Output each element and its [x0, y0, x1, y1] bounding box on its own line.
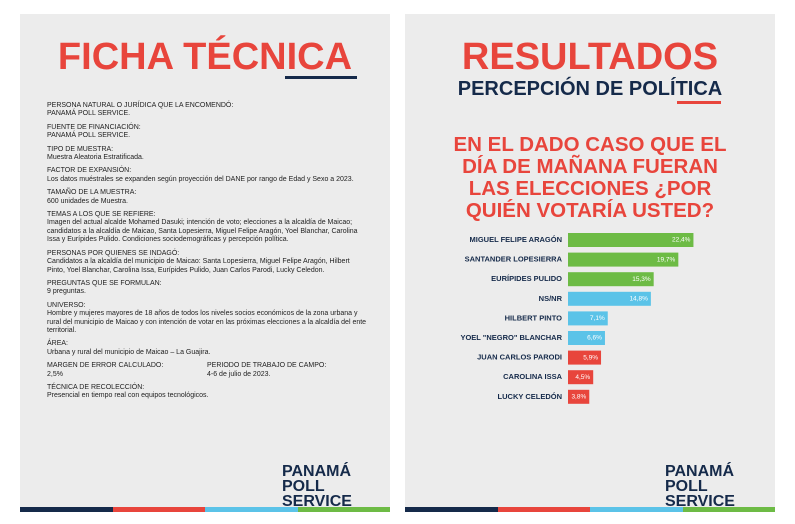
item-text: Los datos muéstrales se expanden según p…	[47, 175, 354, 183]
ficha-item: PERSONA NATURAL O JURÍDICA QUE LA ENCOME…	[47, 102, 367, 119]
ficha-group: TIPO DE MUESTRA: Muestra Aleatoria Estrat…	[47, 146, 367, 163]
ficha-item: FUENTE DE FINANCIACIÓN: PANAMÁ POLL SERVI…	[47, 124, 367, 141]
item-text: Candidatos a la alcaldía del municipio d…	[47, 258, 350, 274]
item-label: MARGEN DE ERROR CALCULADO:	[47, 362, 164, 370]
ficha-item: TÉCNICA DE RECOLECCIÓN: Presencial en tie…	[47, 384, 367, 401]
bar	[568, 252, 679, 267]
underline	[285, 76, 357, 79]
resultados-title: RESULTADOS	[461, 36, 719, 78]
bar	[568, 233, 694, 247]
ficha-group: UNIVERSO: Hombre y mujeres mayores de 18 …	[47, 302, 367, 336]
bar	[568, 370, 594, 385]
item-label: PREGUNTAS QUE SE FORMULAN:	[47, 279, 162, 287]
ficha-group: FACTOR DE EXPANSIÓN: Los datos muéstrales…	[47, 167, 367, 184]
value-label: 7,1%	[590, 315, 605, 322]
bar	[568, 311, 608, 326]
item-text: Muestra Aleatoria Estratificada.	[47, 154, 144, 162]
item-label: FUENTE DE FINANCIACIÓN:	[47, 123, 141, 131]
category-label: HILBERT PINTO	[505, 313, 563, 322]
value-label: 19,7%	[657, 256, 676, 263]
item-label: TIPO DE MUESTRA:	[47, 145, 114, 153]
item-label: TAMAÑO DE LA MUESTRA:	[47, 189, 137, 197]
logo: PANAMÁ POLL SERVICE	[665, 463, 775, 510]
item-label: TEMAS A LOS QUE SE REFIERE:	[47, 211, 156, 219]
ficha-group: FUENTE DE FINANCIACIÓN: PANAMÁ POLL SERVI…	[47, 124, 367, 141]
value-label: 22,4%	[672, 237, 691, 244]
item-label: PERIODO DE TRABAJO DE CAMPO:	[207, 362, 327, 370]
chart: MIGUEL FELIPE ARAGÓN 22,4% SANTANDER LOPES…	[460, 233, 694, 404]
bar	[568, 331, 605, 345]
resultados-subtitle: PERCEPCIÓN DE POLÍTICA	[457, 78, 723, 100]
ficha-group: ÁREA: Urbana y rural del municipio de Mai…	[47, 340, 367, 357]
bar	[568, 291, 651, 306]
item-text: Presencial en tiempo real con equipos te…	[47, 392, 209, 400]
category-label: LUCKY CELEDÓN	[498, 392, 562, 401]
value-label: 4,5%	[575, 374, 590, 381]
item-label: FACTOR DE EXPANSIÓN:	[47, 167, 132, 175]
ficha-title: FICHA TÉCNICA	[57, 36, 353, 78]
underline	[677, 101, 721, 104]
item-text: PANAMÁ POLL SERVICE.	[47, 132, 131, 140]
stripe	[20, 507, 390, 512]
item-label: PERSONAS POR QUIENES SE INDAGÓ:	[47, 249, 180, 257]
category-label: JUAN CARLOS PARODI	[477, 353, 562, 362]
category-label: NS/NR	[539, 294, 563, 303]
ficha-group: TÉCNICA DE RECOLECCIÓN: Presencial en tie…	[47, 384, 367, 401]
ficha-item: FACTOR DE EXPANSIÓN: Los datos muéstrales…	[47, 167, 367, 184]
item-text: 4-6 de julio de 2023.	[207, 370, 271, 378]
question: EN EL DADO CASO QUE EL DÍA DE MAÑANA FUE…	[453, 133, 727, 222]
value-label: 14,8%	[629, 296, 648, 303]
ficha-item: PERSONAS POR QUIENES SE INDAGÓ: Candidato…	[47, 250, 367, 275]
bar	[568, 350, 602, 365]
logo-line1: PANAMÁ	[282, 463, 352, 480]
item-text: Imagen del actual alcalde Mohamed Dasuki…	[47, 219, 358, 244]
logo-line2: POLL SERVICE	[282, 478, 352, 510]
item-text: 600 unidades de Muestra.	[47, 197, 128, 205]
item-label: PERSONA NATURAL O JURÍDICA QUE LA ENCOME…	[47, 102, 234, 109]
ficha-group: MARGEN DE ERROR CALCULADO: 2,5% PERIODO DE…	[47, 362, 367, 379]
ficha-item: TIPO DE MUESTRA: Muestra Aleatoria Estrat…	[47, 146, 367, 163]
item-text: PANAMÁ POLL SERVICE.	[47, 110, 131, 118]
ficha-group: PERSONA NATURAL O JURÍDICA QUE LA ENCOME…	[47, 102, 367, 119]
bar	[568, 389, 590, 404]
ficha-panel: FICHA TÉCNICA PERSONA NATURAL O JURÍDICA…	[20, 14, 390, 512]
ficha-item: TAMAÑO DE LA MUESTRA: 600 unidades de Mue…	[47, 189, 367, 206]
item-text: Urbana y rural del municipio de Maicao –…	[47, 348, 211, 356]
ficha-item: ÁREA: Urbana y rural del municipio de Mai…	[47, 340, 367, 357]
logo: PANAMÁ POLL SERVICE	[282, 463, 390, 510]
ficha-item: UNIVERSO: Hombre y mujeres mayores de 18 …	[47, 302, 367, 336]
value-label: 3,8%	[571, 394, 586, 401]
category-label: SANTANDER LOPESIERRA	[465, 255, 563, 264]
value-label: 6,6%	[587, 335, 602, 342]
category-label: YOEL "NEGRO" BLANCHAR	[460, 333, 562, 342]
item-label: ÁREA:	[47, 340, 69, 348]
ficha-group: PREGUNTAS QUE SE FORMULAN: 9 preguntas.	[47, 280, 367, 297]
ficha-group: TEMAS A LOS QUE SE REFIERE: Imagen del ac…	[47, 211, 367, 245]
ficha-body: PERSONA NATURAL O JURÍDICA QUE LA ENCOME…	[47, 102, 367, 406]
value-label: 15,3%	[632, 276, 651, 283]
ficha-group: TAMAÑO DE LA MUESTRA: 600 unidades de Mue…	[47, 189, 367, 206]
category-label: CAROLINA ISSA	[503, 372, 562, 381]
ficha-group: PERSONAS POR QUIENES SE INDAGÓ: Candidato…	[47, 250, 367, 275]
logo-line1: PANAMÁ	[665, 463, 735, 480]
item-text: 2,5%	[47, 370, 63, 378]
item-label: TÉCNICA DE RECOLECCIÓN:	[47, 383, 145, 391]
category-label: EURÍPIDES PULIDO	[491, 274, 562, 283]
item-label: UNIVERSO:	[47, 301, 86, 309]
stripe	[405, 507, 775, 512]
ficha-item: TEMAS A LOS QUE SE REFIERE: Imagen del ac…	[47, 211, 367, 245]
bar	[568, 272, 654, 287]
category-label: MIGUEL FELIPE ARAGÓN	[469, 235, 562, 244]
logo-line2: POLL SERVICE	[665, 478, 735, 510]
item-text: 9 preguntas.	[47, 288, 86, 296]
ficha-item: PREGUNTAS QUE SE FORMULAN: 9 preguntas.	[47, 280, 367, 297]
value-label: 5,9%	[583, 354, 598, 361]
ficha-item: PERIODO DE TRABAJO DE CAMPO: 4-6 de julio…	[207, 362, 367, 379]
ficha-item: MARGEN DE ERROR CALCULADO: 2,5%	[47, 362, 207, 379]
item-text: Hombre y mujeres mayores de 18 años de t…	[47, 310, 367, 334]
resultados-panel: RESULTADOS PERCEPCIÓN DE POLÍTICA EN EL …	[405, 14, 775, 512]
